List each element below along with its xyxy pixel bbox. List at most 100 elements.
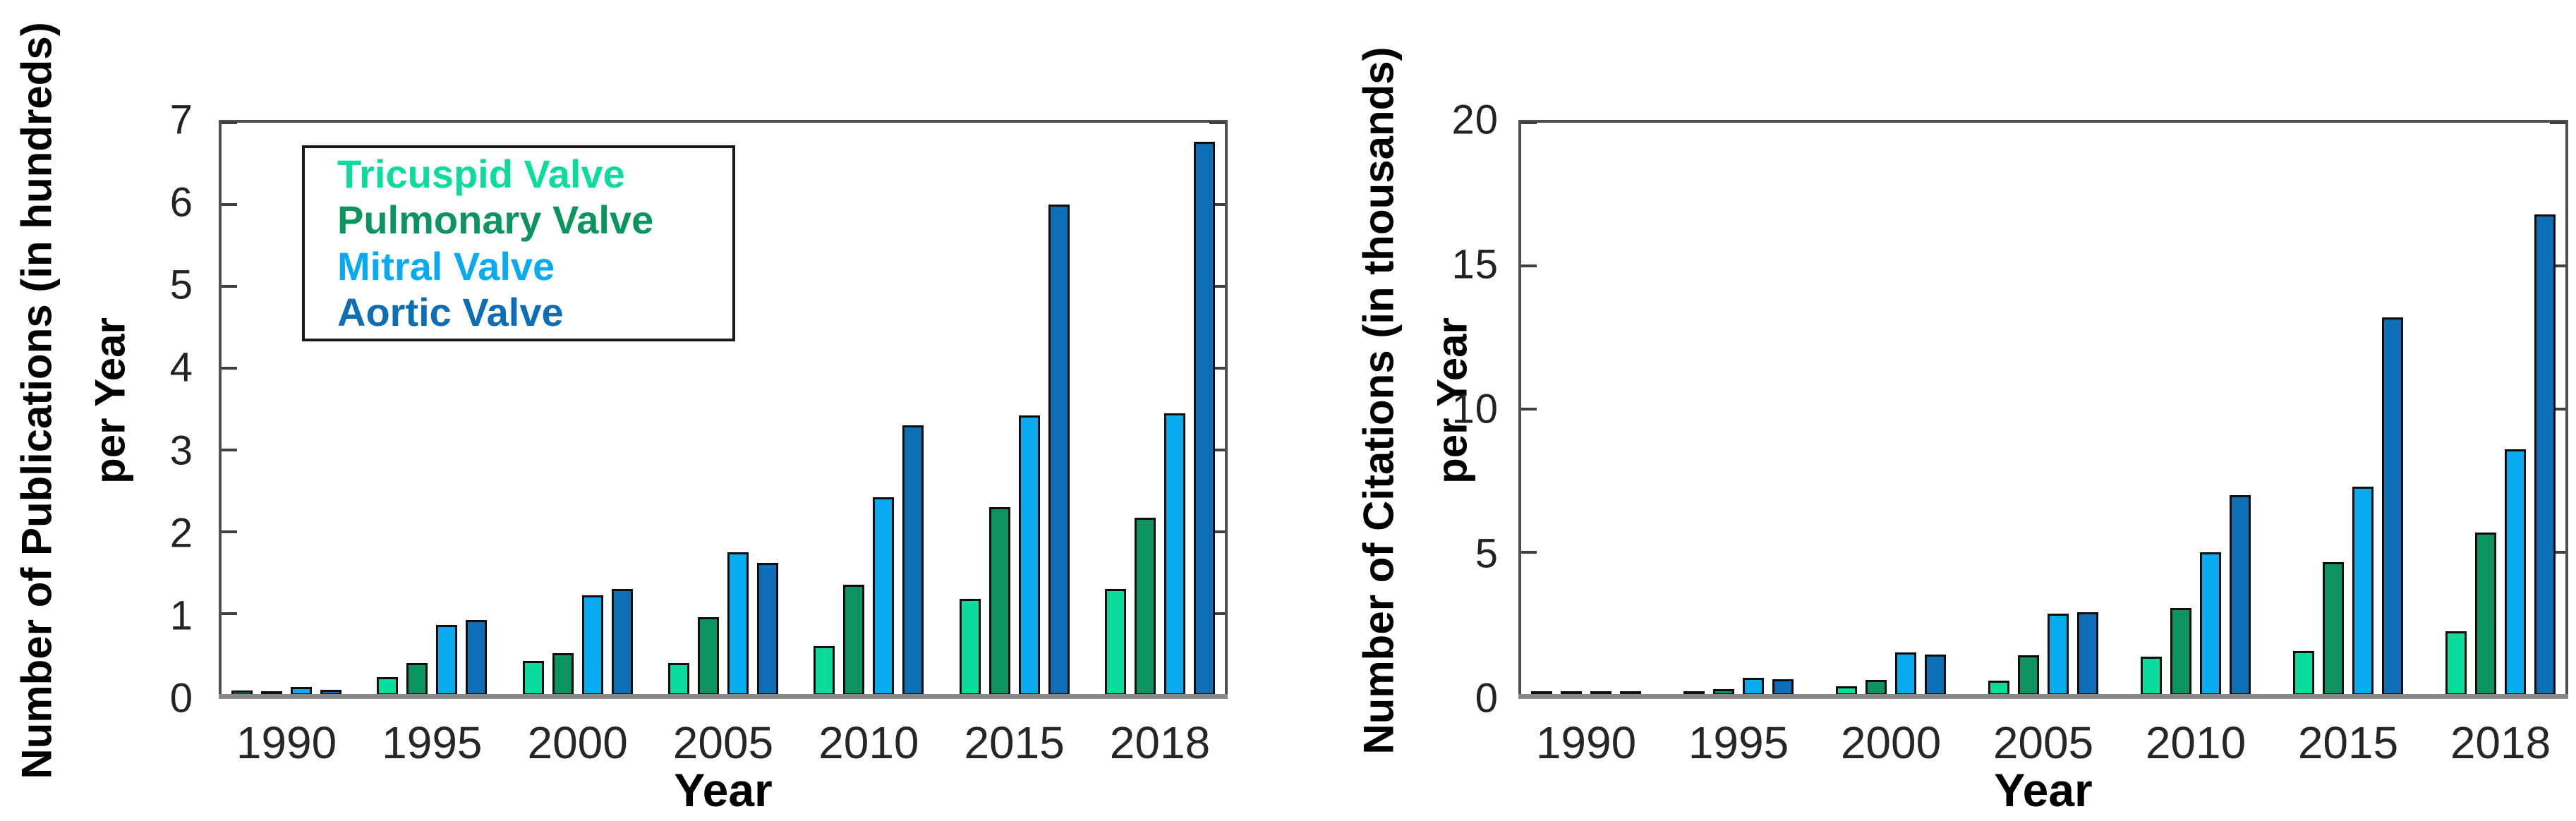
citations-bar-groups: 1990 1995 2000 2005 2010 2015 2018 xyxy=(1521,123,2565,768)
bar-mitral-valve xyxy=(727,552,749,695)
x-tick-label: 2010 xyxy=(2145,717,2247,768)
y-tick-label: 2 xyxy=(169,510,193,557)
bar-group: 2000 xyxy=(522,589,633,768)
legend-entry-pulmonary-valve: Pulmonary Valve xyxy=(337,197,654,243)
y-tick-mark xyxy=(1521,264,1537,267)
y-tick-label: 15 xyxy=(1451,241,1499,288)
bar-mitral-valve xyxy=(2048,614,2069,695)
y-tick-mark xyxy=(222,449,237,451)
y-tick-mark xyxy=(1209,203,1225,206)
bar-aortic-valve xyxy=(2077,612,2098,695)
x-tick-label: 1990 xyxy=(236,717,337,768)
bar-group: 2015 xyxy=(2293,317,2403,768)
citations-y-tick-labels: 0 5 10 15 20 xyxy=(1404,97,1503,722)
bar-aortic-valve xyxy=(2534,214,2556,695)
citations-x-axis-label: Year xyxy=(1994,764,2093,816)
y-tick-mark xyxy=(1209,285,1225,288)
y-tick-label: 5 xyxy=(1475,530,1499,577)
bar-mitral-valve xyxy=(2352,486,2374,695)
legend-entry-mitral-valve: Mitral Valve xyxy=(337,243,555,288)
bar-pulmonary-valve xyxy=(1866,680,1887,695)
legend-box: Tricuspid Valve Pulmonary Valve Mitral Val… xyxy=(302,145,735,341)
y-tick-mark xyxy=(1209,121,1225,124)
bar-tricuspid-valve xyxy=(1988,680,2009,695)
x-tick-label: 1995 xyxy=(382,717,483,768)
x-tick-label: 2000 xyxy=(1840,717,1942,768)
bar-tricuspid-valve xyxy=(959,599,981,695)
bar-pulmonary-valve xyxy=(406,662,428,695)
y-tick-label: 0 xyxy=(1475,675,1499,722)
y-tick-mark xyxy=(222,530,237,533)
y-tick-mark xyxy=(1209,530,1225,533)
y-tick-mark xyxy=(222,612,237,615)
bar-mitral-valve xyxy=(1018,415,1040,695)
y-tick-mark xyxy=(1209,449,1225,451)
y-tick-label: 3 xyxy=(169,427,193,474)
bar-aortic-valve xyxy=(2230,494,2251,695)
publications-x-axis-label: Year xyxy=(674,764,773,816)
bar-aortic-valve xyxy=(902,425,924,695)
bar-tricuspid-valve xyxy=(667,662,689,695)
x-tick-label: 2005 xyxy=(672,717,774,768)
y-tick-mark xyxy=(2550,264,2565,267)
bar-aortic-valve xyxy=(611,589,633,695)
y-tick-mark xyxy=(2550,121,2565,124)
bar-group: 1995 xyxy=(377,620,488,768)
citations-y-axis-label: Number of Citations (in thousands) xyxy=(1355,47,1403,755)
y-tick-label: 10 xyxy=(1451,386,1499,432)
publications-bar-groups: 1990 1995 2000 2005 2010 2015 2018 xyxy=(222,123,1225,768)
bar-mitral-valve xyxy=(581,595,603,695)
bar-aortic-valve xyxy=(1193,141,1215,695)
bar-tricuspid-valve xyxy=(377,677,399,695)
y-tick-mark xyxy=(222,203,237,206)
bar-group: 1990 xyxy=(231,687,341,768)
bar-group: 1990 xyxy=(1531,691,1641,768)
bar-group: 2010 xyxy=(2141,494,2251,768)
y-tick-mark xyxy=(1521,408,1537,410)
y-tick-label: 0 xyxy=(169,675,193,722)
bar-mitral-valve xyxy=(436,625,458,695)
bar-tricuspid-valve xyxy=(814,646,835,695)
y-tick-label: 7 xyxy=(169,97,193,143)
bar-pulmonary-valve xyxy=(2170,608,2191,695)
bar-pulmonary-valve xyxy=(2018,655,2039,695)
x-tick-label: 1990 xyxy=(1535,717,1637,768)
bar-aortic-valve xyxy=(1772,679,1794,695)
bar-group: 2018 xyxy=(1104,141,1215,768)
y-tick-label: 1 xyxy=(169,592,193,639)
bar-tricuspid-valve xyxy=(1104,589,1126,695)
y-tick-mark xyxy=(222,285,237,288)
bar-group: 2010 xyxy=(814,425,924,768)
y-tick-mark xyxy=(2550,408,2565,410)
bar-pulmonary-valve xyxy=(697,616,719,695)
bar-tricuspid-valve xyxy=(2293,651,2314,695)
bar-tricuspid-valve xyxy=(522,661,544,695)
x-tick-label: 2015 xyxy=(964,717,1065,768)
bar-aortic-valve xyxy=(1925,654,1946,695)
bar-group: 2005 xyxy=(667,552,778,768)
bar-mitral-valve xyxy=(1743,677,1764,695)
x-tick-label: 2005 xyxy=(1993,717,2094,768)
bar-pulmonary-valve xyxy=(1134,518,1156,695)
bar-group: 2005 xyxy=(1988,612,2098,768)
y-tick-label: 20 xyxy=(1451,97,1499,143)
bar-aortic-valve xyxy=(2382,317,2403,695)
bar-aortic-valve xyxy=(756,563,778,695)
legend-entry-tricuspid-valve: Tricuspid Valve xyxy=(337,152,625,197)
y-tick-mark xyxy=(222,121,237,124)
x-tick-label: 2018 xyxy=(1109,717,1211,768)
x-tick-label: 2000 xyxy=(527,717,628,768)
bar-aortic-valve xyxy=(1048,205,1070,695)
legend-entry-aortic-valve: Aortic Valve xyxy=(337,289,564,334)
bar-aortic-valve xyxy=(466,620,488,695)
bar-mitral-valve xyxy=(1895,652,1916,695)
bar-tricuspid-valve xyxy=(2141,657,2162,695)
bar-pulmonary-valve xyxy=(843,585,865,695)
bar-group: 2018 xyxy=(2445,214,2556,768)
y-tick-mark xyxy=(222,367,237,370)
x-tick-label: 2018 xyxy=(2450,717,2551,768)
bar-mitral-valve xyxy=(873,497,895,695)
citations-plot-area: 1990 1995 2000 2005 2010 2015 2018 xyxy=(1518,120,2568,768)
